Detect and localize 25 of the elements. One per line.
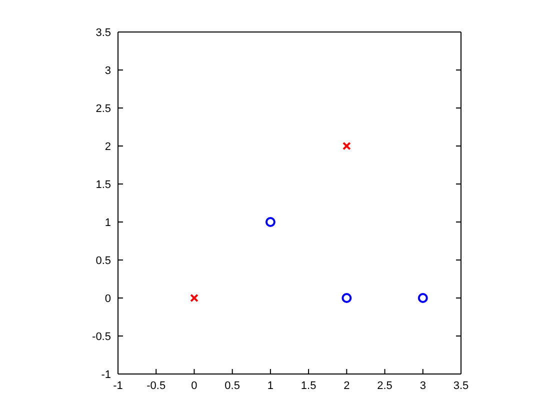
x-tick-label: 3.5 [453, 380, 469, 392]
x-tick-label: 0.5 [224, 380, 240, 392]
y-tick-label: -1 [101, 368, 111, 381]
point [342, 142, 351, 150]
y-tick-label: 2.5 [96, 102, 111, 115]
y-tick-label: 0 [104, 292, 111, 305]
y-tick-label: 3.5 [96, 26, 111, 39]
y-tick-label: 0.5 [96, 254, 111, 267]
x-tick-label: 0 [191, 380, 198, 392]
y-tick-label: 1 [104, 216, 111, 229]
y-tick-label: 1.5 [96, 178, 111, 191]
x-tick-label: -1 [113, 380, 123, 392]
y-tick-label: -0.5 [92, 330, 111, 343]
x-tick-label: 1.5 [300, 380, 316, 392]
y-tick-label: 3 [104, 64, 111, 77]
y-tick-label: 2 [104, 140, 111, 153]
x-tick-label: -0.5 [146, 380, 166, 392]
x-tick-label: 3 [420, 380, 426, 392]
x-tick-label: 1 [267, 380, 274, 392]
point [265, 217, 276, 227]
point [190, 294, 198, 302]
x-tick-label: 2 [344, 380, 350, 392]
point [418, 293, 428, 303]
x-tick-label: 2.5 [377, 380, 392, 392]
point [342, 293, 352, 303]
